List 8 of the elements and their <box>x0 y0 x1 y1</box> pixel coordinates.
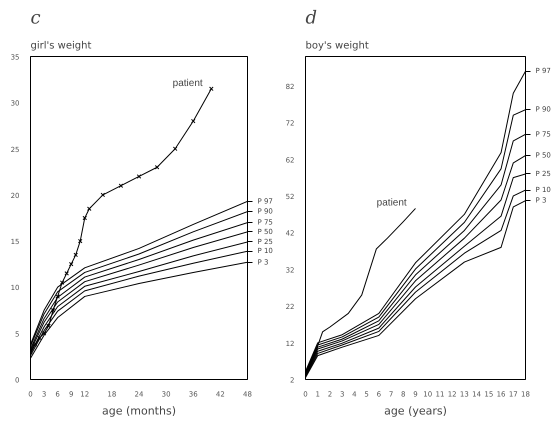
x-axis-title: age (years) <box>384 404 447 418</box>
x-axis-title: age (months) <box>102 404 176 418</box>
chart-title: boy's weight <box>306 40 369 52</box>
chart-title: girl's weight <box>30 40 92 52</box>
series-label: patient <box>376 197 407 208</box>
series-label: patient <box>172 78 203 89</box>
text: c <box>30 8 41 28</box>
text: d <box>306 8 318 28</box>
